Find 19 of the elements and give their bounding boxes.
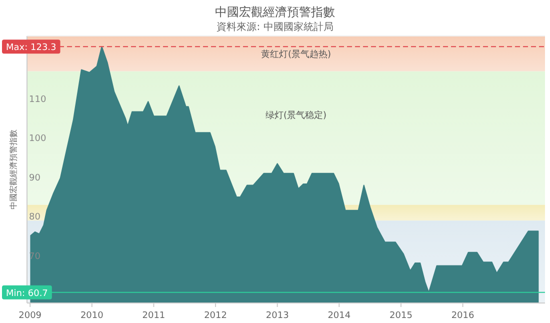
chart-subtitle: 資料來源: 中國國家統計局: [216, 21, 334, 33]
y-tick-label: 110: [29, 94, 46, 105]
x-tick-label: 2016: [451, 311, 475, 321]
x-tick-label: 2011: [142, 311, 166, 321]
y-tick-label: 80: [29, 212, 41, 223]
band-label: 绿灯(景气稳定): [265, 110, 327, 122]
y-axis-title: 中國宏觀經濟預警指數: [9, 130, 18, 210]
x-tick-label: 2014: [328, 311, 351, 321]
x-tick-label: 2015: [390, 311, 412, 321]
x-tick-label: 2013: [266, 311, 289, 321]
chart-title: 中國宏觀經濟預警指數: [215, 5, 335, 19]
band-label: 黄红灯(景气趋热): [260, 49, 332, 60]
y-tick-label: 90: [29, 173, 41, 184]
ref-line-label: Min: 60.7: [6, 288, 48, 299]
x-tick-label: 2010: [80, 311, 104, 321]
x-tick-label: 2009: [18, 311, 42, 321]
x-tick-label: 2012: [204, 311, 227, 321]
ref-line-label: Max: 123.3: [6, 43, 56, 54]
y-tick-label: 100: [29, 134, 46, 144]
